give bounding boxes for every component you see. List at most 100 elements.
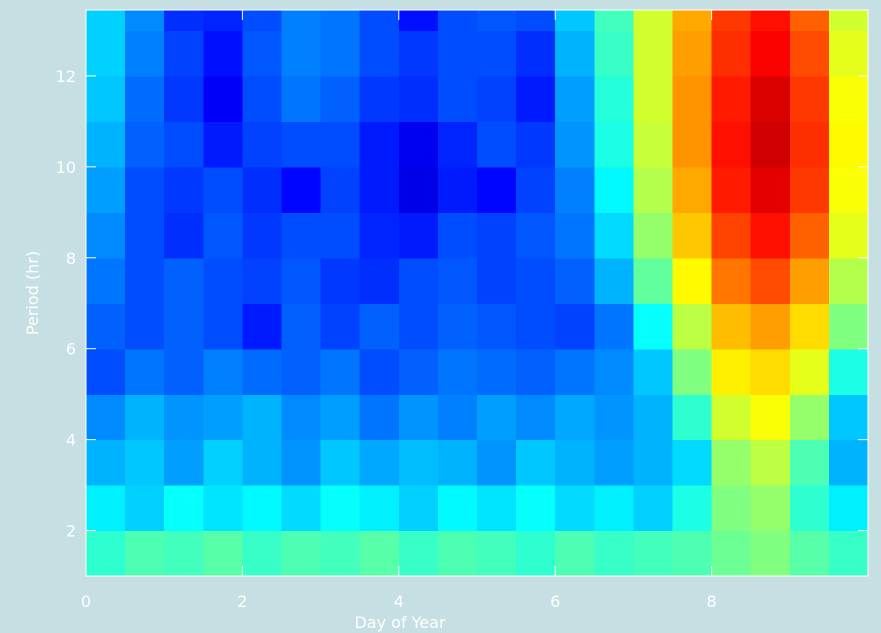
heatmap-cell bbox=[594, 530, 634, 577]
x-tick-label: 6 bbox=[550, 592, 560, 611]
heatmap-cell bbox=[828, 10, 869, 32]
heatmap-cell bbox=[828, 212, 869, 259]
heatmap-cell bbox=[125, 121, 165, 168]
heatmap-cell bbox=[320, 212, 361, 259]
heatmap-cell bbox=[242, 439, 283, 486]
heatmap-cell bbox=[242, 485, 283, 532]
heatmap-cell bbox=[828, 257, 869, 304]
heatmap-cell bbox=[633, 75, 674, 122]
heatmap-cell bbox=[516, 121, 556, 168]
heatmap-cell bbox=[555, 348, 595, 395]
plot-frame bbox=[85, 9, 869, 577]
heatmap-cell bbox=[86, 75, 126, 122]
heatmap-cell bbox=[789, 485, 830, 532]
heatmap-cell bbox=[242, 30, 283, 77]
heatmap-cell bbox=[828, 303, 869, 350]
heatmap-cell bbox=[828, 485, 869, 532]
heatmap-cell bbox=[750, 30, 791, 77]
heatmap-cell bbox=[750, 394, 791, 441]
heatmap-cell bbox=[281, 394, 322, 441]
heatmap-cell bbox=[437, 257, 478, 304]
heatmap-cell bbox=[828, 75, 869, 122]
heatmap-cell bbox=[437, 10, 478, 32]
heatmap-cell bbox=[242, 10, 283, 32]
heatmap-cell bbox=[203, 485, 243, 532]
heatmap-cell bbox=[437, 30, 478, 77]
heatmap-cell bbox=[398, 30, 439, 77]
heatmap-cell bbox=[789, 257, 830, 304]
heatmap-cell bbox=[516, 303, 556, 350]
heatmap-cell bbox=[320, 439, 361, 486]
heatmap-cell bbox=[711, 485, 752, 532]
heatmap-cell bbox=[242, 303, 283, 350]
heatmap-cell bbox=[359, 439, 400, 486]
heatmap-cell bbox=[86, 530, 126, 577]
heatmap-cell bbox=[750, 10, 791, 32]
heatmap-cell bbox=[398, 121, 439, 168]
heatmap-cell bbox=[164, 257, 204, 304]
heatmap-cell bbox=[86, 30, 126, 77]
heatmap-cell bbox=[594, 30, 634, 77]
heatmap-cell bbox=[477, 348, 517, 395]
heatmap-cell bbox=[750, 212, 791, 259]
heatmap-cell bbox=[86, 348, 126, 395]
heatmap-cell bbox=[477, 303, 517, 350]
heatmap-cell bbox=[281, 10, 322, 32]
heatmap-cell bbox=[281, 30, 322, 77]
heatmap-cell bbox=[750, 485, 791, 532]
heatmap-cell bbox=[672, 121, 713, 168]
heatmap-cell bbox=[477, 530, 517, 577]
heatmap-cell bbox=[555, 30, 595, 77]
heatmap-cell bbox=[594, 303, 634, 350]
heatmap-cell bbox=[164, 75, 204, 122]
heatmap-cell bbox=[594, 257, 634, 304]
heatmap-cell bbox=[281, 439, 322, 486]
heatmap-cell bbox=[555, 257, 595, 304]
heatmap-cell bbox=[594, 166, 634, 213]
heatmap-cell bbox=[594, 212, 634, 259]
heatmap-cell bbox=[242, 394, 283, 441]
heatmap-cell bbox=[125, 530, 165, 577]
y-tick-label: 2 bbox=[66, 522, 76, 541]
heatmap-cell bbox=[281, 348, 322, 395]
heatmap-cell bbox=[203, 30, 243, 77]
heatmap-cell bbox=[359, 75, 400, 122]
heatmap-cell bbox=[711, 303, 752, 350]
heatmap-cell bbox=[125, 30, 165, 77]
heatmap-cell bbox=[555, 439, 595, 486]
heatmap-cell bbox=[398, 530, 439, 577]
heatmap-cell bbox=[281, 212, 322, 259]
heatmap-cell bbox=[242, 166, 283, 213]
heatmap-cell bbox=[633, 348, 674, 395]
heatmap-cell bbox=[555, 530, 595, 577]
heatmap-cell bbox=[242, 121, 283, 168]
heatmap-cell bbox=[789, 212, 830, 259]
heatmap-cell bbox=[398, 485, 439, 532]
heatmap-cell bbox=[711, 166, 752, 213]
heatmap-cell bbox=[633, 394, 674, 441]
heatmap-cell bbox=[672, 394, 713, 441]
heatmap-cell bbox=[828, 348, 869, 395]
heatmap-cell bbox=[359, 212, 400, 259]
heatmap-cell bbox=[398, 75, 439, 122]
heatmap-cell bbox=[359, 166, 400, 213]
heatmap-cell bbox=[164, 439, 204, 486]
heatmap-cell bbox=[242, 212, 283, 259]
heatmap-cell bbox=[359, 121, 400, 168]
heatmap-cell bbox=[750, 348, 791, 395]
heatmap-cell bbox=[242, 348, 283, 395]
heatmap-cell bbox=[750, 166, 791, 213]
heatmap-cell bbox=[828, 394, 869, 441]
heatmap-cell bbox=[359, 394, 400, 441]
heatmap-cell bbox=[86, 394, 126, 441]
heatmap-cell bbox=[477, 212, 517, 259]
heatmap-cell bbox=[516, 485, 556, 532]
heatmap-cell bbox=[242, 257, 283, 304]
heatmap-cell bbox=[398, 257, 439, 304]
heatmap-cell bbox=[164, 303, 204, 350]
heatmap-cell bbox=[594, 439, 634, 486]
heatmap-cell bbox=[477, 10, 517, 32]
heatmap-cell bbox=[203, 10, 243, 32]
